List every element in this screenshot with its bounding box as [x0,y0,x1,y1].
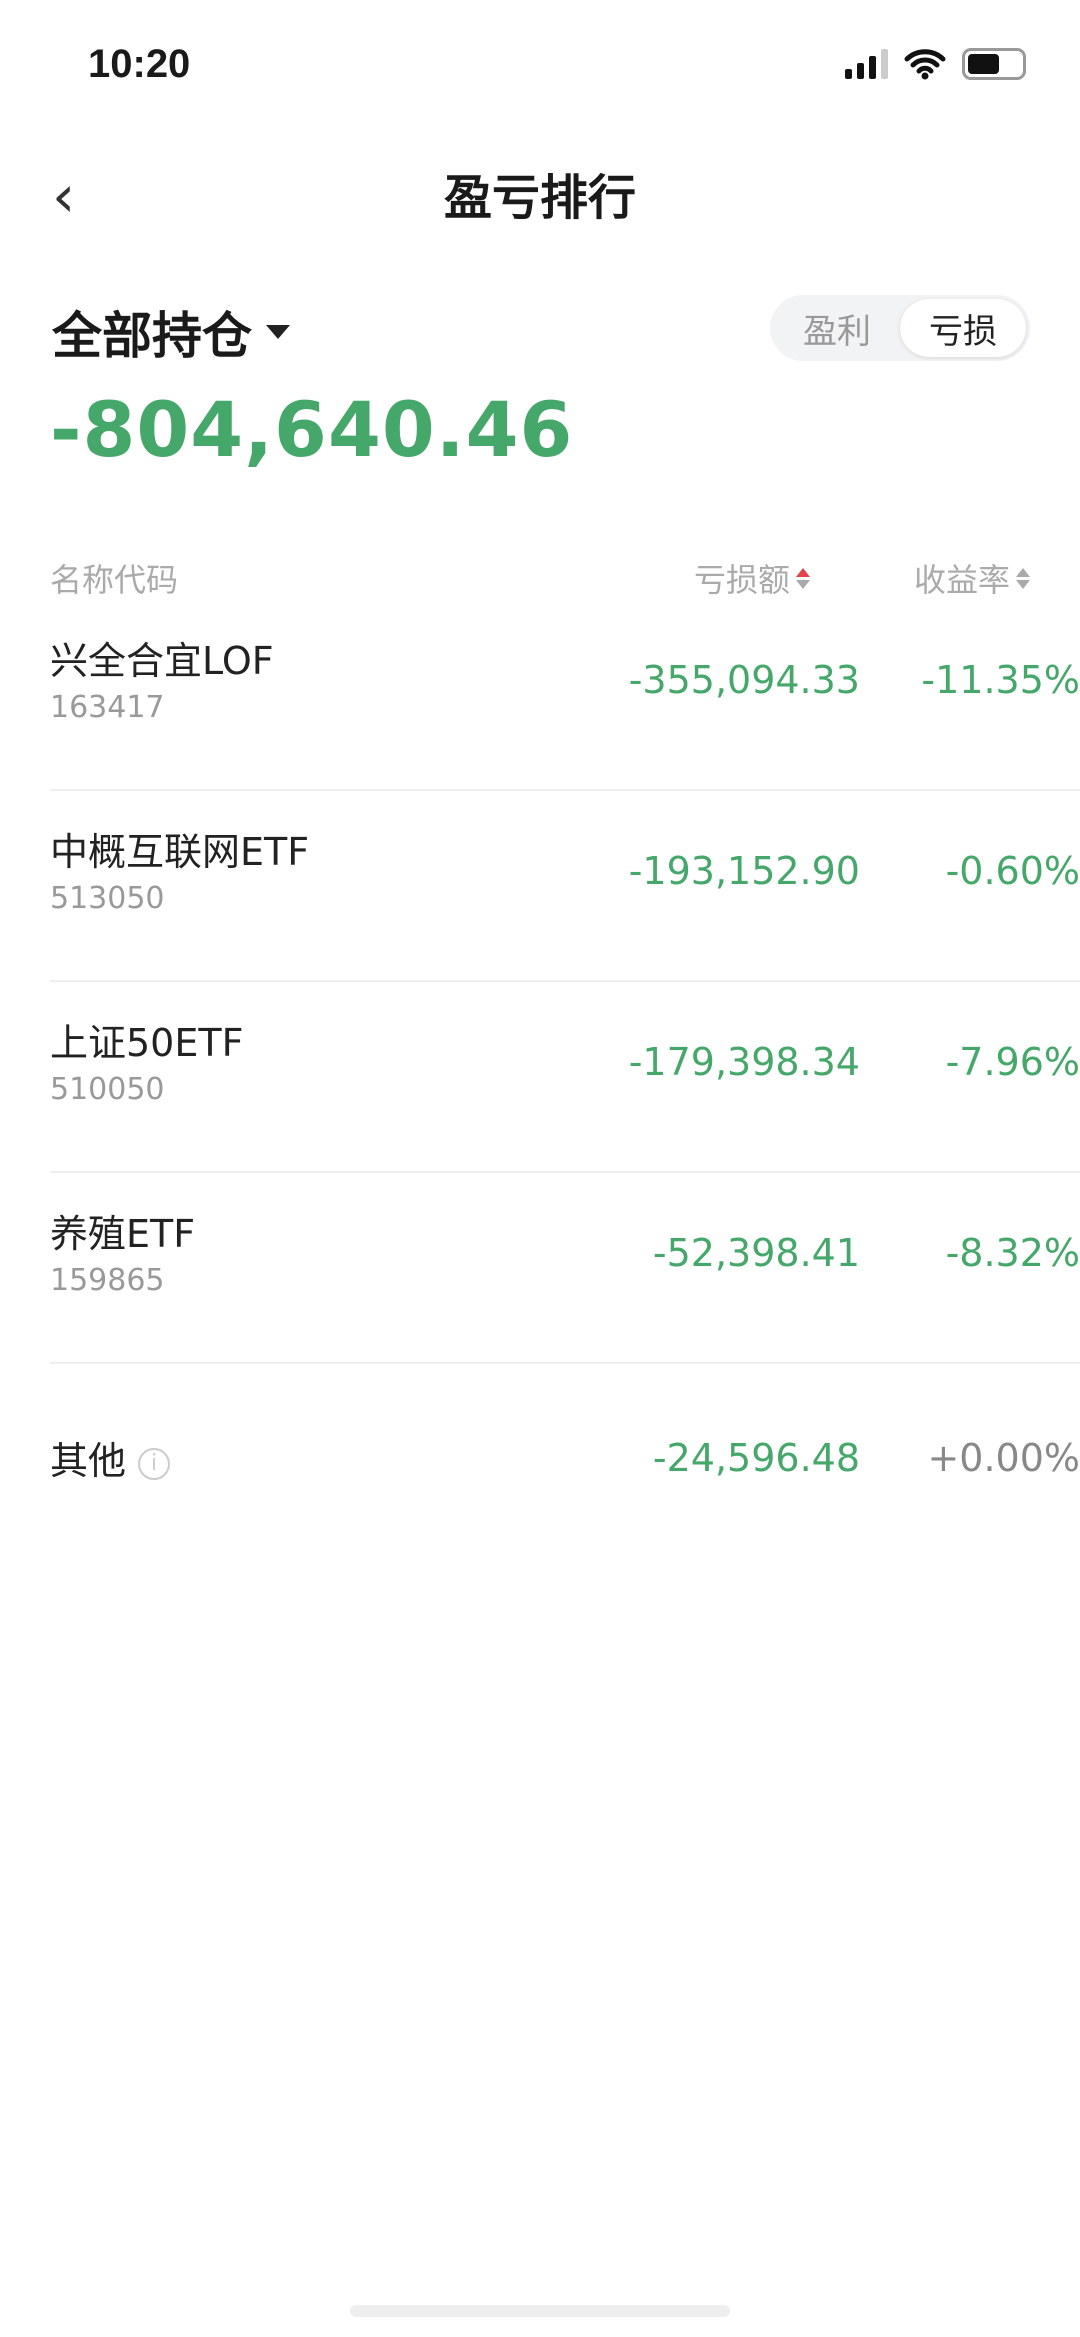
battery-icon [962,48,1026,80]
fund-code: 510050 [50,1072,165,1107]
status-icons [845,48,1026,80]
fund-code: 159865 [50,1263,165,1298]
caret-down-icon [266,325,290,339]
return-rate: -11.35% [921,658,1080,702]
return-rate: -7.96% [945,1040,1080,1084]
column-rate-label: 收益率 [913,561,1010,599]
info-icon[interactable]: i [138,1447,171,1480]
back-button[interactable]: ‹ [52,162,76,230]
loss-amount: -179,398.34 [628,1040,860,1084]
table-row[interactable]: 兴全合宜LOF 163417 -355,094.33 -11.35% [50,600,1080,791]
loss-amount: -355,094.33 [628,658,860,702]
loss-amount: -193,152.90 [628,849,860,893]
table-row[interactable]: 养殖ETF 159865 -52,398.41 -8.32% [50,1173,1080,1364]
total-pnl: -804,640.46 [50,385,574,474]
sort-icon [1016,567,1030,589]
loss-amount: -24,596.48 [652,1436,860,1480]
toggle-loss[interactable]: 亏损 [900,299,1026,357]
fund-name: 兴全合宜LOF [50,639,274,683]
column-header-rate[interactable]: 收益率 [914,555,1030,601]
filter-label: 全部持仓 [52,307,252,365]
profit-loss-toggle[interactable]: 盈利 亏损 [770,295,1030,361]
column-name-label: 名称代码 [50,561,179,599]
other-label: 其他 [50,1439,127,1483]
home-indicator[interactable] [350,2305,730,2317]
return-rate: -0.60% [945,849,1080,893]
column-header-name: 名称代码 [50,555,178,601]
wifi-icon [904,49,946,80]
other-label-wrap: 其他 i [50,1430,171,1485]
status-time: 10:20 [88,42,191,86]
return-rate: +0.00% [927,1436,1080,1480]
column-header-amount[interactable]: 亏损额 [694,555,810,601]
signal-icon [845,49,888,79]
loss-amount: -52,398.41 [652,1231,860,1275]
table-row[interactable]: 上证50ETF 510050 -179,398.34 -7.96% [50,982,1080,1173]
sort-icon [796,567,810,589]
holdings-filter-dropdown[interactable]: 全部持仓 [52,296,290,368]
fund-name: 养殖ETF [50,1212,196,1256]
page-title: 盈亏排行 [443,170,636,226]
return-rate: -8.32% [945,1231,1080,1275]
fund-code: 513050 [50,881,165,916]
fund-name: 中概互联网ETF [50,830,310,874]
other-row: 其他 i -24,596.48 +0.00% [50,1364,1080,1555]
table-row[interactable]: 中概互联网ETF 513050 -193,152.90 -0.60% [50,791,1080,982]
column-amount-label: 亏损额 [693,561,790,599]
fund-name: 上证50ETF [50,1021,244,1065]
toggle-profit[interactable]: 盈利 [803,311,871,352]
fund-code: 163417 [50,690,165,725]
